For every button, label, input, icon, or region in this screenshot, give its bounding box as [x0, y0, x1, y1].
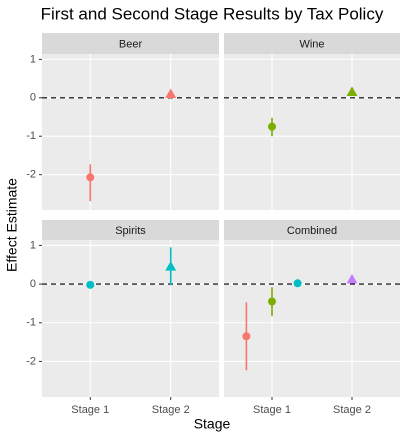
y-tick-label: -2: [26, 169, 36, 181]
strip-label: Wine: [299, 38, 324, 50]
point: [346, 273, 358, 284]
strip-label: Beer: [119, 38, 143, 50]
y-tick-label: 1: [30, 53, 36, 65]
y-tick-label: -1: [26, 130, 36, 142]
y-tick-label: 1: [30, 239, 36, 251]
strip-label: Spirits: [115, 225, 146, 237]
panel-background: [224, 54, 400, 210]
point: [242, 332, 251, 341]
x-tick-label: Stage 2: [333, 404, 371, 416]
chart-title: First and Second Stage Results by Tax Po…: [41, 4, 384, 23]
point: [346, 86, 358, 97]
point: [165, 88, 177, 98]
point: [165, 261, 177, 271]
x-axis-label: Stage: [194, 416, 231, 432]
x-tick-label: Stage 1: [253, 404, 291, 416]
panel-background: [42, 240, 219, 397]
y-tick-label: 0: [30, 278, 36, 290]
point: [293, 279, 302, 288]
y-axis-label: Effect Estimate: [4, 178, 20, 272]
panel-background: [42, 54, 219, 210]
y-tick-label: -2: [26, 355, 36, 367]
x-tick-label: Stage 2: [152, 404, 190, 416]
strip: [42, 220, 219, 240]
y-tick-label: -1: [26, 317, 36, 329]
strip-label: Combined: [287, 225, 337, 237]
y-tick-label: 0: [30, 92, 36, 104]
point: [268, 122, 276, 131]
panel-background: [224, 240, 400, 397]
point: [86, 280, 95, 289]
x-tick-label: Stage 1: [71, 404, 109, 416]
strip: [224, 220, 400, 240]
strip: [224, 33, 400, 54]
strip: [42, 33, 219, 54]
point: [86, 173, 95, 182]
point: [268, 297, 276, 306]
